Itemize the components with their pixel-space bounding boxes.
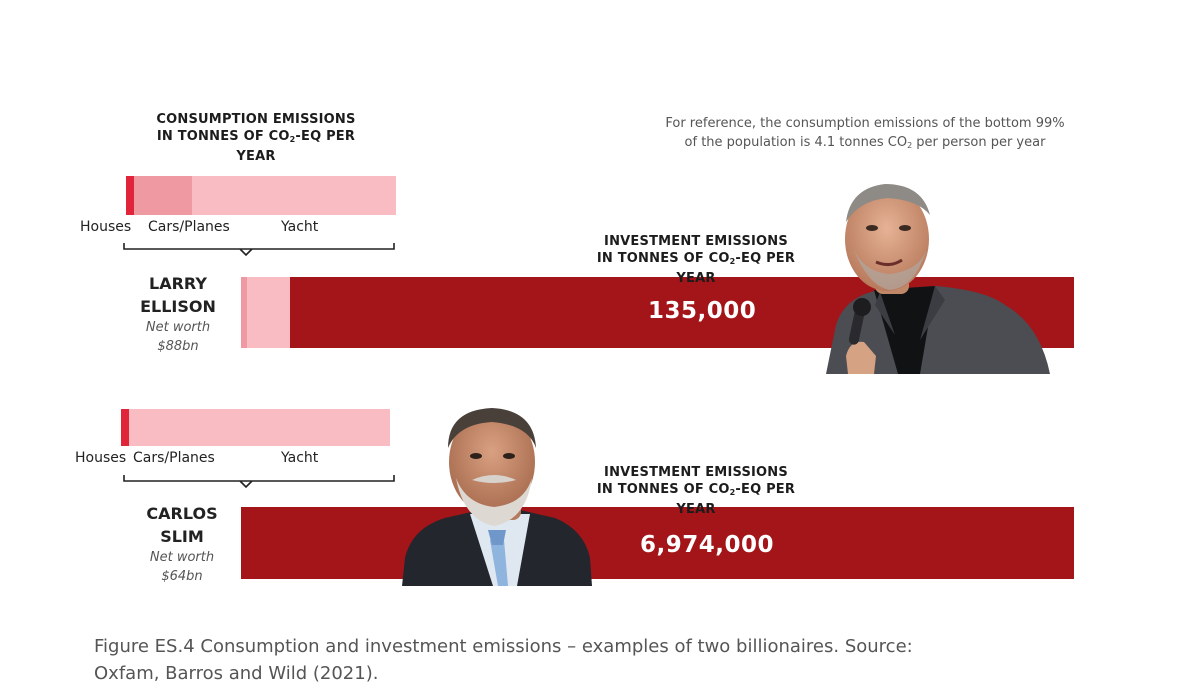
- investment-header-line2: IN TONNES OF CO2-EQ PER YEAR: [596, 482, 796, 517]
- consumption-bar-larry: [126, 176, 396, 215]
- net-worth-label: Net worth: [145, 320, 211, 335]
- consumption-header: CONSUMPTION EMISSIONS IN TONNES OF CO2-E…: [140, 111, 372, 165]
- net-worth-value: $64bn: [161, 569, 203, 584]
- reference-note-line2: of the population is 4.1 tonnes CO2 per …: [684, 135, 1046, 150]
- investment-header-line2: IN TONNES OF CO2-EQ PER YEAR: [596, 251, 796, 286]
- bar-segment-cars-planes: [134, 176, 192, 215]
- net-worth-value: $88bn: [157, 339, 199, 354]
- reference-note: For reference, the consumption emissions…: [630, 114, 1100, 155]
- photo-larry-ellison: [826, 184, 1050, 374]
- bar-segment-investment: [241, 507, 1074, 579]
- label-houses-larry: Houses: [80, 219, 132, 235]
- person-name-line2: ELLISON: [140, 297, 216, 316]
- label-cars-planes-larry: Cars/Planes: [148, 219, 230, 235]
- bar-segment-houses: [121, 409, 129, 446]
- consumption-header-line1: CONSUMPTION EMISSIONS: [156, 112, 356, 127]
- investment-bar-carlos: [241, 507, 1074, 579]
- figure-caption: Figure ES.4 Consumption and investment e…: [94, 633, 1094, 687]
- brace-larry: [123, 243, 395, 257]
- consumption-bar-carlos: [121, 409, 390, 446]
- bar-segment-houses: [126, 176, 134, 215]
- bar-segment-yacht: [192, 176, 396, 215]
- investment-header-line1: INVESTMENT EMISSIONS: [604, 234, 788, 249]
- person-label-carlos: CARLOS SLIM Net worth $64bn: [126, 502, 238, 586]
- label-yacht-carlos: Yacht: [281, 450, 319, 466]
- caption-line2: Oxfam, Barros and Wild (2021).: [94, 663, 379, 684]
- investment-header-line1: INVESTMENT EMISSIONS: [604, 465, 788, 480]
- label-houses-carlos: Houses: [75, 450, 127, 466]
- person-label-larry: LARRY ELLISON Net worth $88bn: [122, 272, 234, 356]
- bar-segment-consumption: [247, 277, 290, 348]
- investment-value-carlos: 6,974,000: [640, 532, 774, 558]
- label-cars-planes-carlos: Cars/Planes: [133, 450, 215, 466]
- consumption-header-line2: IN TONNES OF CO2-EQ PER YEAR: [156, 129, 356, 164]
- photo-carlos-slim: [402, 408, 592, 586]
- investment-header-carlos: INVESTMENT EMISSIONS IN TONNES OF CO2-EQ…: [580, 464, 812, 518]
- reference-note-line1: For reference, the consumption emissions…: [665, 116, 1065, 131]
- person-name-line1: CARLOS: [146, 504, 218, 523]
- person-name-line2: SLIM: [160, 527, 204, 546]
- person-name-line1: LARRY: [149, 274, 207, 293]
- caption-line1: Figure ES.4 Consumption and investment e…: [94, 636, 913, 657]
- bar-segment-houses: [241, 277, 247, 348]
- net-worth-label: Net worth: [149, 550, 215, 565]
- bar-segment-yacht: [129, 409, 390, 446]
- label-yacht-larry: Yacht: [281, 219, 319, 235]
- brace-carlos: [123, 475, 395, 489]
- investment-header-larry: INVESTMENT EMISSIONS IN TONNES OF CO2-EQ…: [580, 233, 812, 287]
- investment-value-larry: 135,000: [648, 298, 757, 324]
